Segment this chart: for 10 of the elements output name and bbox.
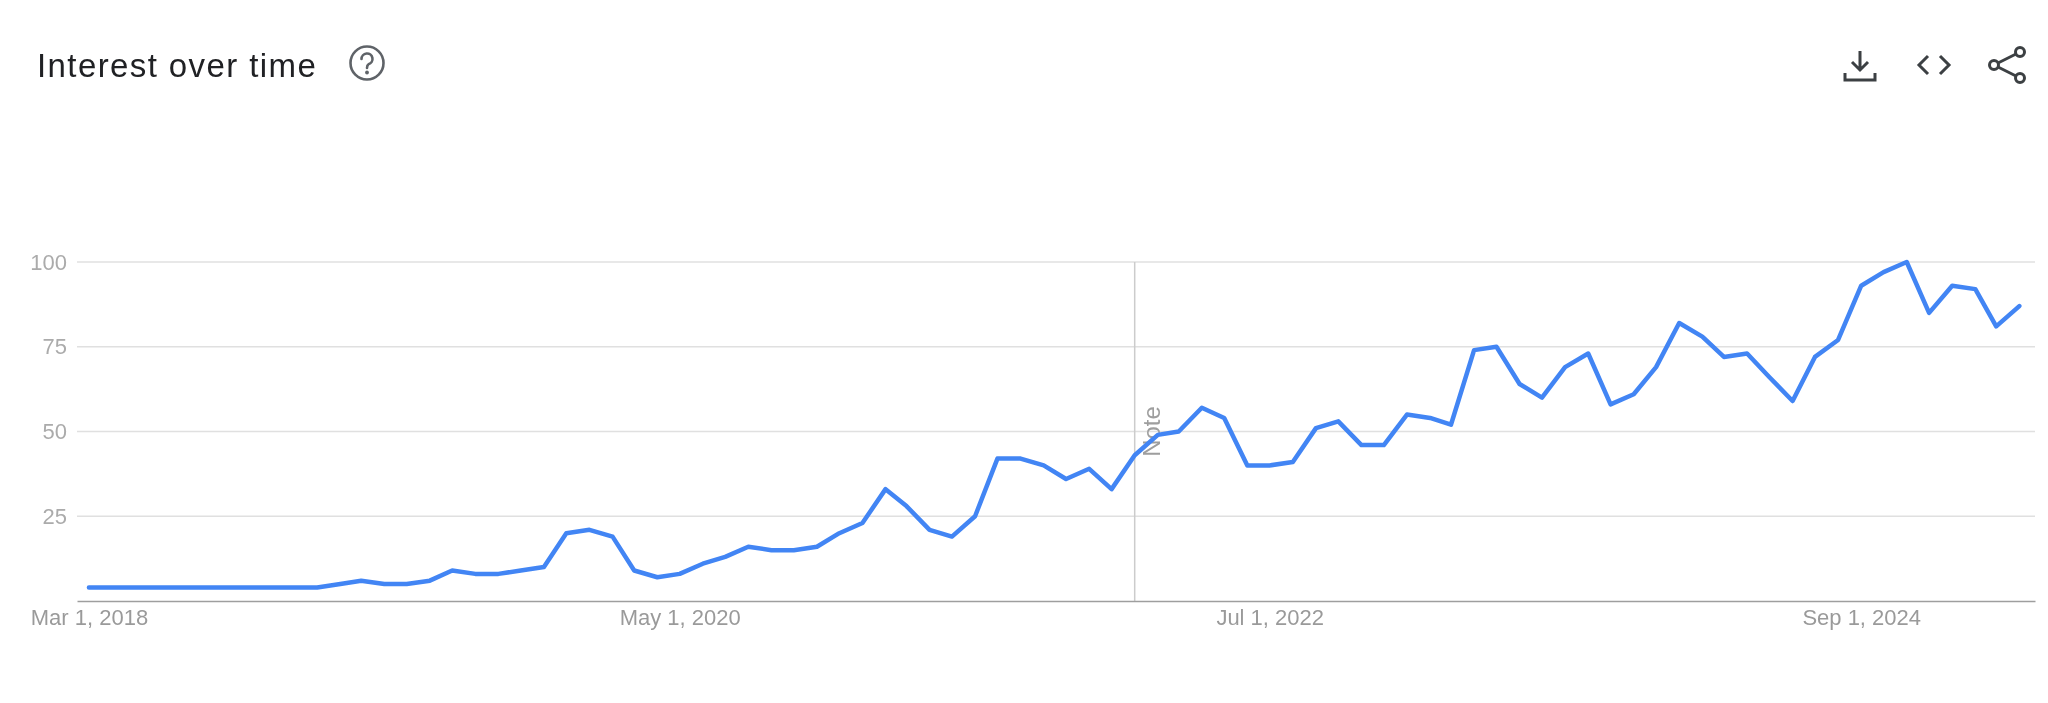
chart-title: Interest over time [37, 47, 318, 84]
y-tick-label: 25 [42, 503, 67, 529]
x-tick-label: Jul 1, 2022 [1216, 604, 1325, 630]
line-series [86, 259, 2022, 590]
x-tick-label: Mar 1, 2018 [30, 604, 149, 630]
y-tick-label: 50 [42, 419, 67, 445]
x-tick-label: Sep 1, 2024 [1802, 604, 1922, 630]
y-tick-label: 75 [42, 334, 67, 360]
x-tick-label: May 1, 2020 [619, 604, 741, 630]
y-tick-label: 100 [30, 249, 67, 275]
